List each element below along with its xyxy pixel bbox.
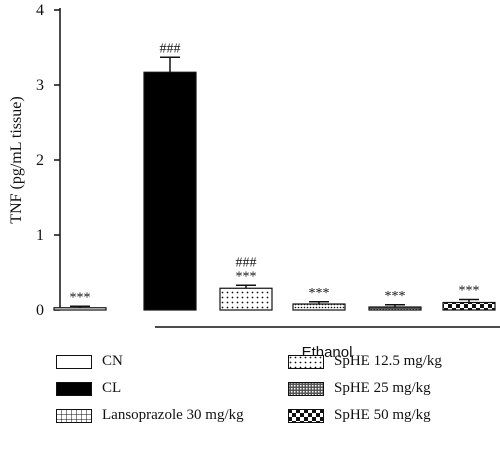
y-axis-label: TNF (pg/mL tissue): [8, 96, 25, 223]
significance-label: ###: [160, 41, 181, 56]
bar-cn: [53, 307, 107, 311]
bar-cl: [143, 71, 197, 311]
y-tick-label: 0: [36, 302, 44, 319]
y-tick-label: 2: [36, 152, 44, 169]
significance-label: ***: [309, 286, 330, 301]
significance-label: ***: [459, 284, 480, 299]
bar-sphe-50-mg-kg: [368, 306, 422, 311]
group-label: Ethanol: [302, 344, 353, 361]
bar-lansoprazole-30-mg-kg: [442, 301, 496, 311]
bar-sphe-12-5-mg-kg: [219, 287, 273, 311]
significance-label: ***: [385, 289, 406, 304]
significance-label: ###: [236, 255, 257, 270]
y-tick-label: 4: [36, 2, 44, 19]
y-tick-label: 1: [36, 227, 44, 244]
significance-label: ***: [70, 290, 91, 305]
bar-sphe-25-mg-kg: [292, 303, 346, 311]
significance-label: ***: [236, 269, 257, 284]
y-tick-label: 3: [36, 77, 44, 94]
